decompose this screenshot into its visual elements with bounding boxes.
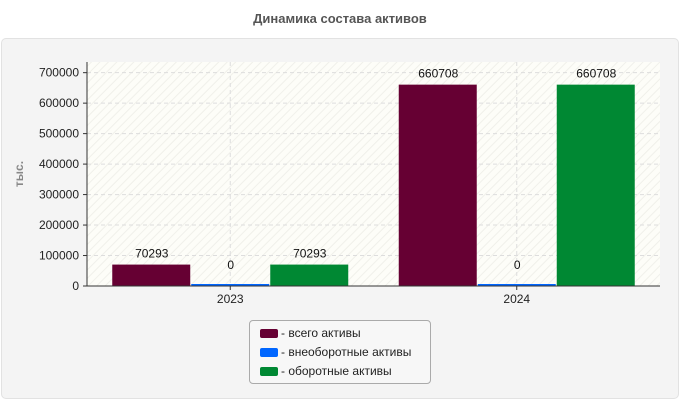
- x-tick-label: 2023: [217, 292, 244, 306]
- bar: [112, 264, 191, 286]
- data-label: 660708: [418, 67, 458, 81]
- y-tick-label: 200000: [39, 218, 79, 232]
- data-label: 0: [227, 258, 234, 272]
- y-tick-label: 500000: [39, 127, 79, 141]
- chart-title: Динамика состава активов: [253, 11, 427, 26]
- legend-label: - внеоборотные активы: [281, 345, 412, 359]
- y-tick-label: 0: [72, 279, 79, 293]
- legend-swatch: [260, 347, 278, 357]
- data-label: 660708: [576, 67, 616, 81]
- bar: [191, 284, 270, 286]
- legend-label: - оборотные активы: [281, 364, 392, 378]
- legend-item: - всего активы: [250, 324, 430, 342]
- bar: [398, 84, 477, 286]
- bar: [477, 284, 556, 286]
- legend-item: - оборотные активы: [250, 362, 430, 380]
- data-label: 70293: [293, 247, 327, 261]
- y-tick-label: 400000: [39, 157, 79, 171]
- data-label: 70293: [135, 247, 169, 261]
- y-tick-label: 700000: [39, 66, 79, 80]
- bar: [556, 84, 635, 286]
- x-tick-label: 2024: [503, 292, 530, 306]
- chart-legend: - всего активы - внеоборотные активы - обо…: [249, 320, 431, 384]
- y-tick-label: 300000: [39, 188, 79, 202]
- legend-swatch: [260, 366, 278, 376]
- legend-label: - всего активы: [281, 326, 361, 340]
- y-tick-label: 600000: [39, 96, 79, 110]
- bar: [270, 264, 349, 286]
- legend-item: - внеоборотные активы: [250, 343, 430, 361]
- data-label: 0: [514, 258, 521, 272]
- y-tick-label: 100000: [39, 249, 79, 263]
- y-axis-label: тыс.: [12, 161, 26, 187]
- legend-swatch: [260, 328, 278, 338]
